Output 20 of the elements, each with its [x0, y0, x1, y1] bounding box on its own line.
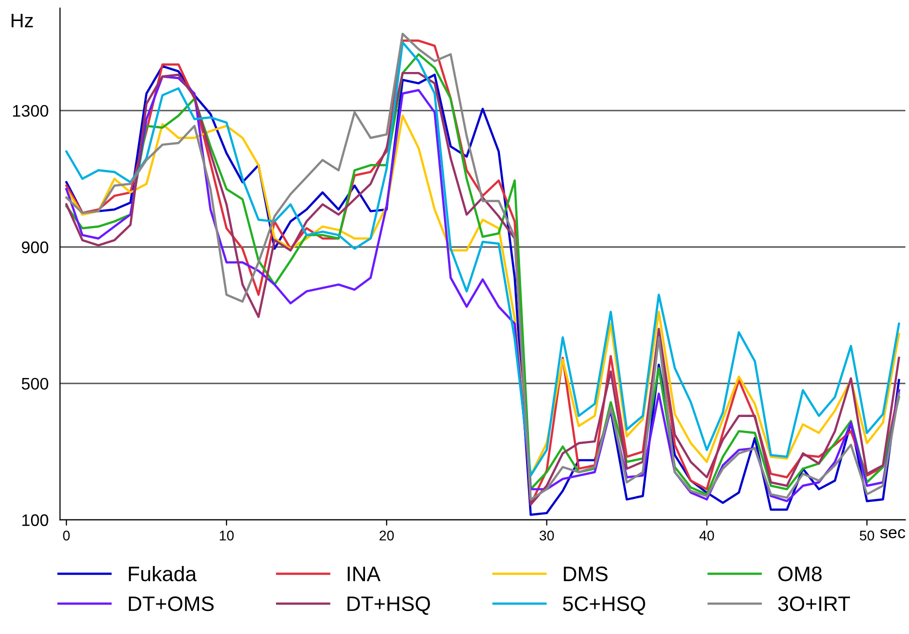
y-tick-label: 500: [22, 378, 48, 390]
legend-label: DMS: [564, 566, 608, 582]
x-tick-label: 50: [860, 530, 874, 540]
legend-label: 3O+IRT: [778, 596, 850, 612]
x-axis-title: sec: [880, 529, 906, 538]
y-tick-label: 900: [22, 241, 48, 254]
legend-label: DT+OMS: [128, 596, 214, 612]
y-axis-title: Hz: [12, 14, 33, 28]
legend-label: 5C+HSQ: [563, 596, 646, 615]
x-tick-label: 10: [220, 530, 234, 540]
legend-label: DT+HSQ: [348, 596, 430, 615]
y-tick-label: 100: [22, 514, 48, 526]
legend-label: Fukada: [128, 566, 197, 582]
x-tick-label: 30: [540, 530, 554, 540]
legend-label: OM8: [778, 566, 822, 582]
y-tick-label: 1300: [13, 104, 48, 117]
x-tick-label: 0: [63, 530, 70, 540]
x-tick-label: 20: [380, 530, 394, 540]
x-tick-label: 40: [699, 530, 714, 540]
legend-label: INA: [348, 566, 381, 582]
